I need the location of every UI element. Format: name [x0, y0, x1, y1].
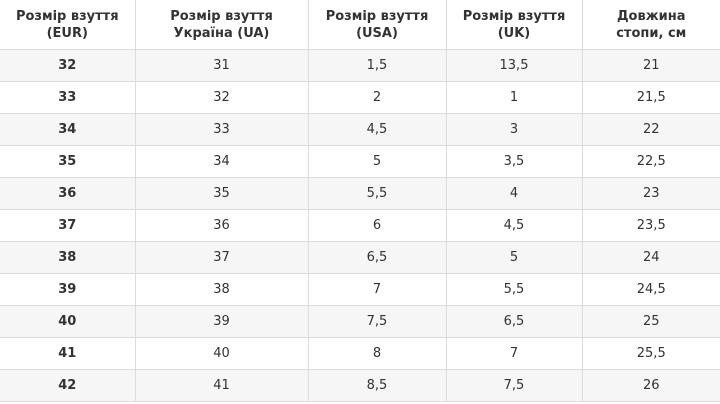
table-cell: 25	[581, 305, 720, 338]
table-cell: 21,5	[581, 81, 720, 114]
table-row: 40 39 7,5 6,5 25	[0, 305, 720, 338]
table-cell: 1,5	[307, 49, 447, 82]
table-cell: 31	[134, 49, 309, 82]
table-cell: 8	[307, 337, 447, 370]
table-row: 36 35 5,5 4 23	[0, 177, 720, 210]
table-cell: 23	[581, 177, 720, 210]
column-header: Довжина стопи, см	[581, 0, 720, 50]
table-cell: 3,5	[445, 145, 583, 178]
table-row: 33 32 2 1 21,5	[0, 81, 720, 114]
table-row: 41 40 8 7 25,5	[0, 337, 720, 370]
table-cell: 5	[307, 145, 447, 178]
table-cell: 37	[0, 209, 136, 242]
table-cell: 21	[581, 49, 720, 82]
table-cell: 3	[445, 113, 583, 146]
table-cell: 1	[445, 81, 583, 114]
table-cell: 38	[134, 273, 309, 306]
table-cell: 13,5	[445, 49, 583, 82]
table-row: 38 37 6,5 5 24	[0, 241, 720, 274]
table-cell: 24,5	[581, 273, 720, 306]
table-cell: 4	[445, 177, 583, 210]
table-cell: 6	[307, 209, 447, 242]
table-row: 34 33 4,5 3 22	[0, 113, 720, 146]
table-cell: 42	[0, 369, 136, 402]
table-header: Розмір взуття (EUR) Розмір взуття Україна…	[0, 0, 720, 50]
table-cell: 37	[134, 241, 309, 274]
table-cell: 26	[581, 369, 720, 402]
column-header: Розмір взуття (USA)	[307, 0, 447, 50]
table-cell: 35	[134, 177, 309, 210]
table-cell: 33	[0, 81, 136, 114]
table-cell: 32	[0, 49, 136, 82]
column-header: Розмір взуття (UK)	[445, 0, 583, 50]
table-row: 42 41 8,5 7,5 26	[0, 369, 720, 402]
column-header: Розмір взуття Україна (UA)	[134, 0, 309, 50]
table-cell: 2	[307, 81, 447, 114]
table-cell: 40	[0, 305, 136, 338]
table-cell: 7	[445, 337, 583, 370]
table-cell: 34	[134, 145, 309, 178]
table-cell: 7,5	[307, 305, 447, 338]
table-row: 32 31 1,5 13,5 21	[0, 49, 720, 82]
table-cell: 35	[0, 145, 136, 178]
table-cell: 41	[0, 337, 136, 370]
table-cell: 23,5	[581, 209, 720, 242]
table-cell: 36	[134, 209, 309, 242]
table-cell: 25,5	[581, 337, 720, 370]
table-row: 39 38 7 5,5 24,5	[0, 273, 720, 306]
table-cell: 39	[134, 305, 309, 338]
table-cell: 5,5	[307, 177, 447, 210]
table-body: 32 31 1,5 13,5 21 33 32 2 1 21,5 34 33 4,5 3 22 35 34 5 3,…	[0, 49, 720, 402]
header-row: Розмір взуття (EUR) Розмір взуття Україна…	[0, 0, 720, 50]
table-cell: 6,5	[307, 241, 447, 274]
table-row: 37 36 6 4,5 23,5	[0, 209, 720, 242]
table-cell: 8,5	[307, 369, 447, 402]
table-cell: 41	[134, 369, 309, 402]
table-cell: 6,5	[445, 305, 583, 338]
table-cell: 4,5	[445, 209, 583, 242]
table-cell: 4,5	[307, 113, 447, 146]
table-cell: 7	[307, 273, 447, 306]
table-cell: 34	[0, 113, 136, 146]
table-cell: 40	[134, 337, 309, 370]
table-cell: 33	[134, 113, 309, 146]
table-cell: 24	[581, 241, 720, 274]
table-cell: 36	[0, 177, 136, 210]
table-cell: 7,5	[445, 369, 583, 402]
table-cell: 32	[134, 81, 309, 114]
table-row: 35 34 5 3,5 22,5	[0, 145, 720, 178]
table-cell: 22	[581, 113, 720, 146]
table-cell: 38	[0, 241, 136, 274]
table-cell: 22,5	[581, 145, 720, 178]
table-cell: 5,5	[445, 273, 583, 306]
table-cell: 39	[0, 273, 136, 306]
column-header: Розмір взуття (EUR)	[0, 0, 136, 50]
table-cell: 5	[445, 241, 583, 274]
